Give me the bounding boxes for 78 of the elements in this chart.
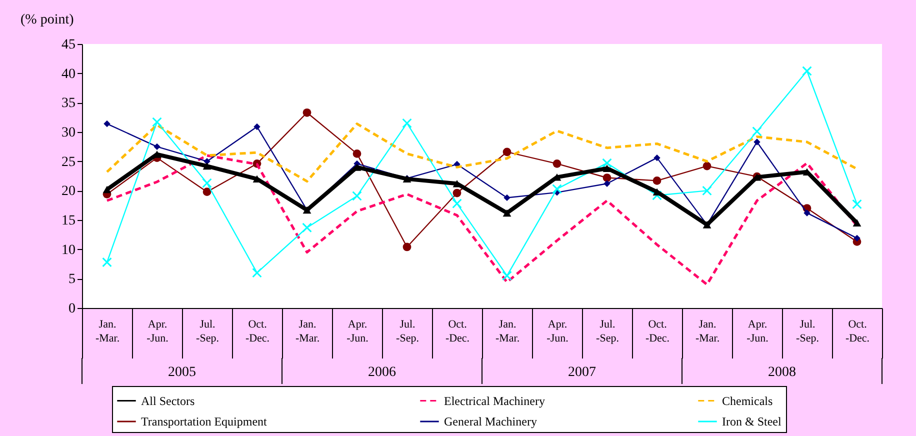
point — [252, 268, 262, 278]
y-tick-label: 5 — [68, 272, 76, 288]
point — [104, 120, 110, 128]
legend-label: Transportation Equipment — [141, 414, 268, 428]
x-tick-label: Jul. -Sep. — [196, 318, 220, 344]
point — [604, 180, 610, 187]
x-tick-label: Apr. -Jun. — [746, 318, 769, 344]
point — [602, 158, 612, 168]
x-tick-label: Jul. -Sep. — [796, 318, 820, 344]
x-tick-label: Oct. -Dec. — [645, 318, 670, 344]
line-series — [106, 122, 858, 183]
point — [804, 210, 810, 216]
x-tick-label: Jul. -Sep. — [596, 318, 620, 344]
y-tick-label: 40 — [62, 66, 76, 82]
point — [102, 257, 112, 268]
point — [854, 234, 860, 242]
y-tick-label: 25 — [62, 154, 76, 170]
text: 2005 — [168, 365, 196, 380]
point — [302, 222, 312, 233]
point — [152, 117, 162, 127]
point — [452, 198, 462, 209]
point — [602, 174, 612, 182]
x-tick-label: Jan. -Mar. — [295, 318, 320, 344]
x-tick-label: Jul. -Sep. — [396, 318, 420, 344]
x-tick-label: Apr. -Jun. — [546, 318, 569, 344]
x-tick-label: Jan. -Mar. — [95, 318, 120, 344]
point — [754, 138, 760, 146]
x-tick-label: Oct. -Dec. — [445, 318, 470, 344]
point — [452, 188, 462, 198]
text: 2008 — [768, 365, 796, 380]
point — [802, 66, 812, 76]
point — [654, 154, 660, 162]
point — [552, 160, 562, 168]
y-tick-label: 0 — [68, 302, 76, 316]
x-tick-label: Apr. -Jun. — [146, 318, 169, 344]
x-tick-label: Apr. -Jun. — [346, 318, 369, 344]
point — [454, 160, 460, 168]
point — [552, 184, 562, 194]
point — [352, 150, 362, 158]
point — [202, 188, 212, 196]
text: 2007 — [568, 365, 596, 380]
legend-label: Iron & Steel — [722, 414, 782, 428]
point — [202, 162, 212, 170]
legend-label: Electrical Machinery — [444, 394, 545, 408]
point — [702, 186, 712, 196]
point — [702, 162, 712, 170]
x-tick-label: Oct. -Dec. — [845, 318, 870, 344]
y-axis-title: (% point) — [20, 12, 74, 28]
point — [102, 186, 112, 194]
point — [402, 242, 412, 252]
point — [254, 123, 260, 130]
point — [652, 176, 662, 185]
point — [852, 199, 862, 210]
point — [402, 118, 412, 128]
point — [504, 194, 510, 202]
y-tick-label: 20 — [62, 184, 76, 200]
legend-label: General Machinery — [444, 414, 537, 428]
y-tick-label: 10 — [62, 242, 76, 258]
point — [652, 190, 662, 200]
y-tick-label: 35 — [62, 96, 76, 112]
point — [502, 148, 512, 156]
legend-label: All Sectors — [141, 394, 195, 408]
y-tick-label: 15 — [62, 214, 76, 228]
point — [502, 209, 512, 217]
point — [852, 219, 862, 227]
point — [502, 270, 512, 281]
point — [154, 143, 160, 150]
point — [202, 178, 212, 188]
y-tick-label: 30 — [62, 126, 76, 140]
y-tick-label: 45 — [62, 38, 76, 52]
point — [352, 191, 362, 201]
text: 2006 — [368, 365, 396, 380]
x-tick-label: Oct. -Dec. — [245, 318, 270, 344]
x-tick-label: Jan. -Mar. — [695, 318, 720, 344]
x-tick-label: Jan. -Mar. — [495, 318, 520, 344]
point — [302, 108, 312, 117]
point — [752, 126, 762, 136]
legend-label: Chemicals — [722, 394, 773, 408]
